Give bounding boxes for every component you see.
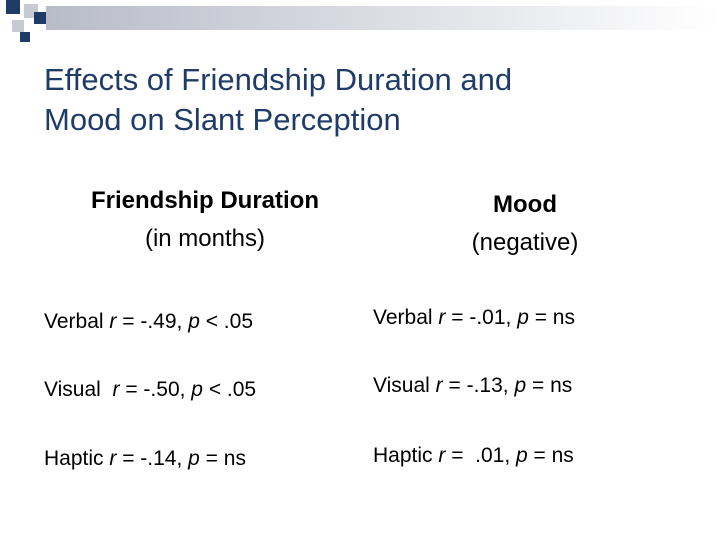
- friendship-heading: Friendship Duration: [91, 187, 319, 214]
- r-symbol: r: [112, 378, 120, 401]
- p-symbol: p: [191, 378, 203, 401]
- friendship-row-verbal: Verbal r = -.49, p < .05: [44, 309, 253, 335]
- mood-column-header: Mood (negative): [400, 186, 650, 262]
- mood-row-verbal: Verbal r = -.01, p = ns: [373, 305, 575, 331]
- mood-row-visual: Visual r = -.13, p = ns: [373, 373, 572, 399]
- row-label: Haptic: [44, 447, 110, 470]
- friendship-row-visual: Visual r = -.50, p < .05: [44, 377, 256, 403]
- friendship-subheading: (in months): [144, 225, 266, 252]
- header-decoration: [6, 0, 720, 42]
- p-value: = ns: [527, 444, 574, 467]
- r-symbol: r: [109, 447, 117, 470]
- mood-subheading: (negative): [471, 229, 579, 256]
- r-symbol: r: [438, 306, 446, 329]
- p-symbol: p: [188, 310, 200, 333]
- r-value: = -.50,: [119, 378, 192, 401]
- r-value: = -.13,: [442, 374, 515, 397]
- row-label: Haptic: [373, 444, 439, 467]
- p-symbol: p: [188, 447, 200, 470]
- title-line-1: Effects of Friendship Duration and: [44, 62, 513, 97]
- friendship-row-haptic: Haptic r = -.14, p = ns: [44, 446, 246, 472]
- row-label: Visual: [373, 374, 436, 397]
- r-value: = -.14,: [116, 447, 189, 470]
- r-value: = -.01,: [445, 306, 518, 329]
- r-symbol: r: [438, 444, 446, 467]
- r-value: = -.49,: [116, 310, 189, 333]
- p-symbol: p: [514, 374, 527, 397]
- mood-heading: Mood: [493, 191, 557, 218]
- p-value: < .05: [199, 310, 254, 333]
- p-value: < .05: [202, 378, 257, 401]
- r-symbol: r: [109, 310, 117, 333]
- deco-square-3: [34, 12, 46, 24]
- deco-square-1: [6, 0, 20, 14]
- friendship-column-header: Friendship Duration (in months): [40, 182, 370, 258]
- title-line-2: Mood on Slant Perception: [44, 102, 401, 137]
- r-symbol: r: [435, 374, 443, 397]
- deco-square-4: [12, 20, 24, 32]
- p-value: = ns: [199, 447, 246, 470]
- slide-title: Effects of Friendship Duration and Mood …: [44, 60, 684, 140]
- mood-row-haptic: Haptic r = .01, p = ns: [373, 443, 574, 469]
- p-symbol: p: [516, 444, 528, 467]
- row-label: Visual: [44, 378, 113, 401]
- header-gradient-bar: [46, 6, 720, 30]
- p-value: = ns: [528, 306, 575, 329]
- row-label: Verbal: [44, 310, 110, 333]
- p-symbol: p: [517, 306, 529, 329]
- row-label: Verbal: [373, 306, 439, 329]
- r-value: = .01,: [445, 444, 516, 467]
- deco-square-5: [20, 32, 30, 42]
- p-value: = ns: [526, 374, 573, 397]
